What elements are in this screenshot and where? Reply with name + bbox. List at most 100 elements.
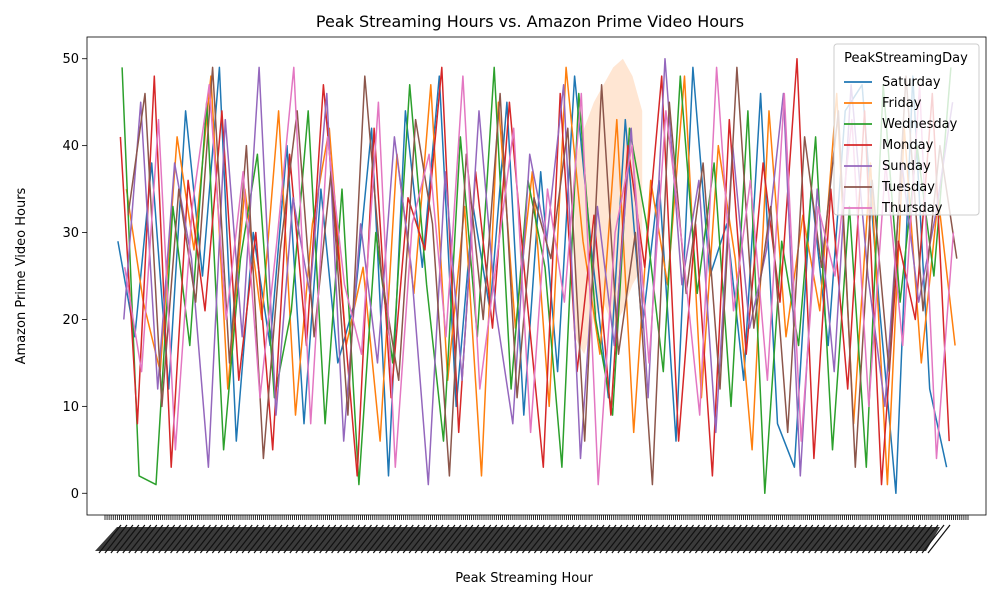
x-tick-label-glyph <box>402 524 426 554</box>
series-line-thursday <box>123 66 955 486</box>
x-tick-label-glyph <box>754 524 778 554</box>
x-tick-label-glyph <box>539 524 563 554</box>
x-tick-label-glyph <box>468 524 492 554</box>
y-tick-label: 50 <box>62 52 79 67</box>
x-tick-label-glyph <box>211 524 235 554</box>
x-tick-label-glyph <box>128 524 152 554</box>
x-tick-label-glyph <box>462 524 486 554</box>
x-tick-label-glyph <box>688 524 712 554</box>
x-tick-label-glyph <box>372 524 396 554</box>
x-tick-label-glyph <box>486 524 510 554</box>
x-tick-label-glyph <box>867 524 891 554</box>
y-tick-label: 0 <box>71 487 79 502</box>
x-tick-label-glyph <box>909 524 933 554</box>
x-tick-label-glyph <box>808 524 832 554</box>
x-tick-label-glyph <box>283 524 307 554</box>
x-tick-label-glyph <box>116 524 140 554</box>
legend-label-tuesday: Tuesday <box>881 180 935 195</box>
x-tick-label-glyph <box>205 524 229 554</box>
x-tick-label-glyph <box>504 524 528 554</box>
x-tick-label-glyph <box>426 524 450 554</box>
series-line-tuesday <box>127 66 958 486</box>
x-tick-label-glyph <box>849 524 873 554</box>
x-tick-label-glyph <box>766 524 790 554</box>
x-tick-label-glyph <box>527 524 551 554</box>
x-tick-label-glyph <box>307 524 331 554</box>
x-tick-label-glyph <box>802 524 826 554</box>
x-tick-label-glyph <box>659 524 683 554</box>
x-tick-label-glyph <box>730 524 754 554</box>
x-tick-label-glyph <box>223 524 247 554</box>
x-tick-label-glyph <box>265 524 289 554</box>
x-tick-label-glyph <box>229 524 253 554</box>
legend-label-friday: Friday <box>882 96 922 111</box>
x-tick-label-glyph <box>557 524 581 554</box>
x-tick-label-glyph <box>855 524 879 554</box>
x-tick-label-glyph <box>313 524 337 554</box>
x-tick-label-glyph <box>742 524 766 554</box>
x-tick-label-glyph <box>748 524 772 554</box>
x-tick-label-glyph <box>635 524 659 554</box>
x-tick-label-glyph <box>158 524 182 554</box>
plot-frame <box>86 36 987 516</box>
x-tick-label-glyph <box>921 524 945 554</box>
y-tick-label: 40 <box>62 139 79 154</box>
x-tick-label-glyph <box>641 524 665 554</box>
y-axis: 0 10 20 30 40 50 <box>62 52 87 502</box>
x-tick-label-glyph <box>98 524 122 554</box>
y-tick-label: 30 <box>62 226 79 241</box>
x-tick-label-glyph <box>575 524 599 554</box>
x-tick-label-glyph <box>354 524 378 554</box>
x-tick-label-glyph <box>510 524 533 554</box>
chart-title: Peak Streaming Hours vs. Amazon Prime Vi… <box>316 12 744 31</box>
x-tick-label-glyph <box>241 524 265 554</box>
legend-label-monday: Monday <box>882 138 934 153</box>
x-axis <box>95 515 969 554</box>
x-tick-label-glyph <box>653 524 677 554</box>
legend-label-sunday: Sunday <box>882 159 931 174</box>
x-tick-label-glyph <box>712 524 736 554</box>
x-tick-label-glyph <box>814 524 838 554</box>
x-tick-label-glyph <box>832 524 856 554</box>
x-tick-label-glyph <box>337 524 361 554</box>
x-tick-label-glyph <box>587 524 611 554</box>
x-tick-label-glyph <box>706 524 730 554</box>
x-tick-label-glyph <box>516 524 539 554</box>
x-tick-label-glyph <box>873 524 897 554</box>
x-tick-label-glyph <box>718 524 742 554</box>
x-tick-label-glyph <box>545 524 569 554</box>
x-tick-label-glyph <box>897 524 921 554</box>
x-tick-label-glyph <box>271 524 295 554</box>
x-tick-label-glyph <box>700 524 724 554</box>
x-tick-label-glyph <box>784 524 808 554</box>
x-tick-label-glyph <box>110 524 134 554</box>
x-tick-label-glyph <box>408 524 432 554</box>
x-tick-label-glyph <box>915 524 939 554</box>
x-tick-label-glyph <box>444 524 468 554</box>
x-tick-label-glyph <box>277 524 301 554</box>
x-tick-label-glyph <box>432 524 456 554</box>
x-tick-label-glyph <box>396 524 420 554</box>
x-tick-label-glyph <box>724 524 748 554</box>
x-tick-label-glyph <box>521 524 545 554</box>
x-axis-label: Peak Streaming Hour <box>455 571 593 586</box>
x-tick-label-glyph <box>879 524 903 554</box>
x-tick-label-glyph <box>289 524 313 554</box>
x-tick-label-glyph <box>378 524 402 554</box>
x-tick-label-glyph <box>325 524 349 554</box>
x-tick-label-glyph <box>420 524 444 554</box>
x-tick-label-glyph <box>176 524 200 554</box>
x-tick-label-glyph <box>533 524 557 554</box>
x-tick-label-glyph <box>683 524 706 554</box>
x-tick-label-glyph <box>796 524 820 554</box>
x-tick-label-glyph <box>104 524 128 554</box>
x-tick-label-glyph <box>694 524 718 554</box>
x-tick-label-glyph <box>778 524 802 554</box>
x-tick-label-glyph <box>217 524 241 554</box>
x-tick-label-glyph <box>617 524 641 554</box>
x-tick-label-glyph <box>366 524 390 554</box>
x-tick-label-glyph <box>885 524 909 554</box>
x-tick-label-glyph <box>838 524 862 554</box>
x-tick-label-glyph <box>581 524 605 554</box>
